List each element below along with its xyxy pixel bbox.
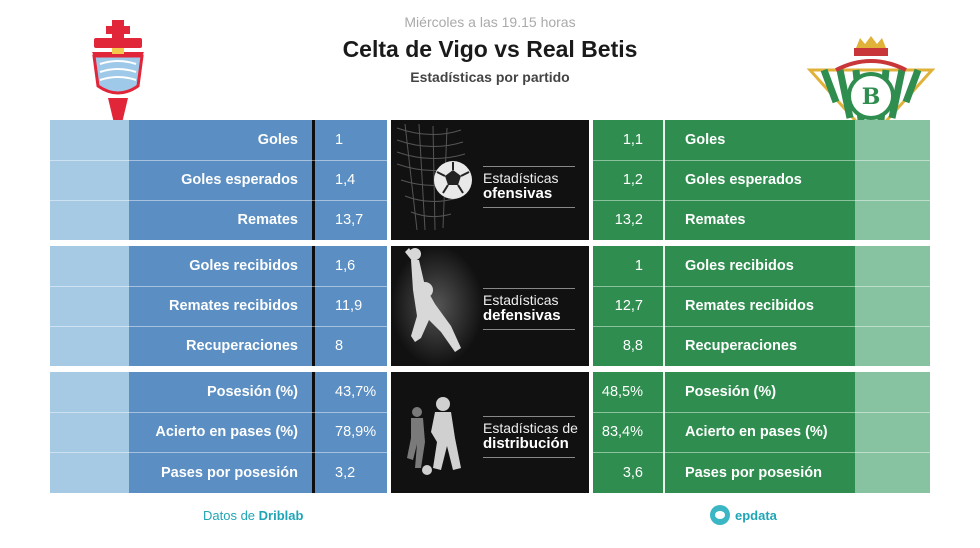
right-stat-label: Goles esperados (665, 160, 855, 200)
right-stat-label: Goles (665, 120, 855, 160)
betis-crest-icon: B (806, 36, 936, 140)
left-stat-label: Pases por posesión (129, 452, 312, 493)
right-stat-value: 13,2 (593, 200, 663, 240)
right-stat-value: 1,2 (593, 160, 663, 200)
table-row: Remates recibidos 11,9 12,7 Remates reci… (50, 286, 930, 326)
kickoff-time: Miércoles a las 19.15 horas (404, 14, 576, 30)
left-stat-value: 8 (315, 326, 387, 366)
panel-defensive-title: Estadísticas defensivas (483, 284, 575, 334)
right-stat-label: Acierto en pases (%) (665, 412, 855, 452)
table-row: Posesión (%) 43,7% 48,5% Posesión (%) (50, 372, 930, 412)
panel-distribution-title: Estadísticas de distribución (483, 412, 578, 462)
table-row: Goles esperados 1,4 1,2 Goles esperados (50, 160, 930, 200)
soccer-ball-icon (396, 123, 472, 231)
header: Miércoles a las 19.15 horas Celta de Vig… (0, 14, 980, 85)
left-stat-value: 3,2 (315, 452, 387, 493)
panel-offensive-small: Estadísticas (483, 170, 559, 186)
goalkeeper-icon (391, 246, 483, 366)
left-stat-label: Remates (129, 200, 312, 240)
right-stat-value: 48,5% (593, 372, 663, 412)
panel-defensive-big: defensivas (483, 307, 561, 325)
players-icon (407, 397, 461, 475)
left-stat-label: Posesión (%) (129, 372, 312, 412)
panel-offensive: Estadísticas ofensivas (391, 120, 589, 240)
panel-offensive-big: ofensivas (483, 185, 553, 203)
right-stat-label: Goles recibidos (665, 246, 855, 286)
left-stat-label: Goles recibidos (129, 246, 312, 286)
left-stat-label: Acierto en pases (%) (129, 412, 312, 452)
right-stat-label: Remates (665, 200, 855, 240)
left-stat-label: Remates recibidos (129, 286, 312, 326)
left-stat-label: Goles (129, 120, 312, 160)
right-stat-value: 1 (593, 246, 663, 286)
table-row: Acierto en pases (%) 78,9% 83,4% Acierto… (50, 412, 930, 452)
panel-offensive-title: Estadísticas ofensivas (483, 162, 575, 212)
right-stat-label: Pases por posesión (665, 452, 855, 493)
left-stat-value: 1,6 (315, 246, 387, 286)
section-offensive: Goles 1 1,1 Goles Goles esperados 1,4 1,… (50, 120, 930, 240)
panel-distribution-big: distribución (483, 435, 569, 453)
data-source: Datos de Driblab (203, 508, 303, 523)
section-defensive: Goles recibidos 1,6 1 Goles recibidos Re… (50, 246, 930, 366)
left-stat-value: 43,7% (315, 372, 387, 412)
right-stat-label: Recuperaciones (665, 326, 855, 366)
left-stat-value: 13,7 (315, 200, 387, 240)
panel-distribution: Estadísticas de distribución (391, 372, 589, 493)
left-stat-value: 11,9 (315, 286, 387, 326)
page-title: Celta de Vigo vs Real Betis (342, 36, 638, 62)
left-stat-label: Goles esperados (129, 160, 312, 200)
right-stat-value: 83,4% (593, 412, 663, 452)
right-stat-value: 12,7 (593, 286, 663, 326)
table-row: Recuperaciones 8 8,8 Recuperaciones (50, 326, 930, 366)
right-stat-label: Posesión (%) (665, 372, 855, 412)
left-stat-label: Recuperaciones (129, 326, 312, 366)
table-row: Pases por posesión 3,2 3,6 Pases por pos… (50, 452, 930, 493)
data-source-name: Driblab (258, 508, 304, 523)
table-row: Remates 13,7 13,2 Remates (50, 200, 930, 240)
right-stat-value: 8,8 (593, 326, 663, 366)
right-stat-value: 3,6 (593, 452, 663, 493)
left-stat-value: 1,4 (315, 160, 387, 200)
panel-defensive-small: Estadísticas (483, 292, 559, 308)
left-stat-value: 1 (315, 120, 387, 160)
svg-text:B: B (862, 84, 881, 110)
stats-table: Goles 1 1,1 Goles Goles esperados 1,4 1,… (50, 120, 930, 493)
table-row: Goles recibidos 1,6 1 Goles recibidos (50, 246, 930, 286)
brand-logo: epdata (710, 505, 777, 525)
panel-defensive: Estadísticas defensivas (391, 246, 589, 366)
left-stat-value: 78,9% (315, 412, 387, 452)
brand-name: epdata (735, 507, 777, 523)
panel-distribution-small: Estadísticas de (483, 420, 578, 436)
celta-crest-icon (92, 20, 144, 140)
data-source-prefix: Datos de (203, 508, 256, 523)
right-stat-value: 1,1 (593, 120, 663, 160)
section-distribution: Posesión (%) 43,7% 48,5% Posesión (%) Ac… (50, 372, 930, 493)
page-subtitle: Estadísticas por partido (410, 69, 570, 85)
table-row: Goles 1 1,1 Goles (50, 120, 930, 160)
right-stat-label: Remates recibidos (665, 286, 855, 326)
epdata-icon (710, 505, 730, 525)
